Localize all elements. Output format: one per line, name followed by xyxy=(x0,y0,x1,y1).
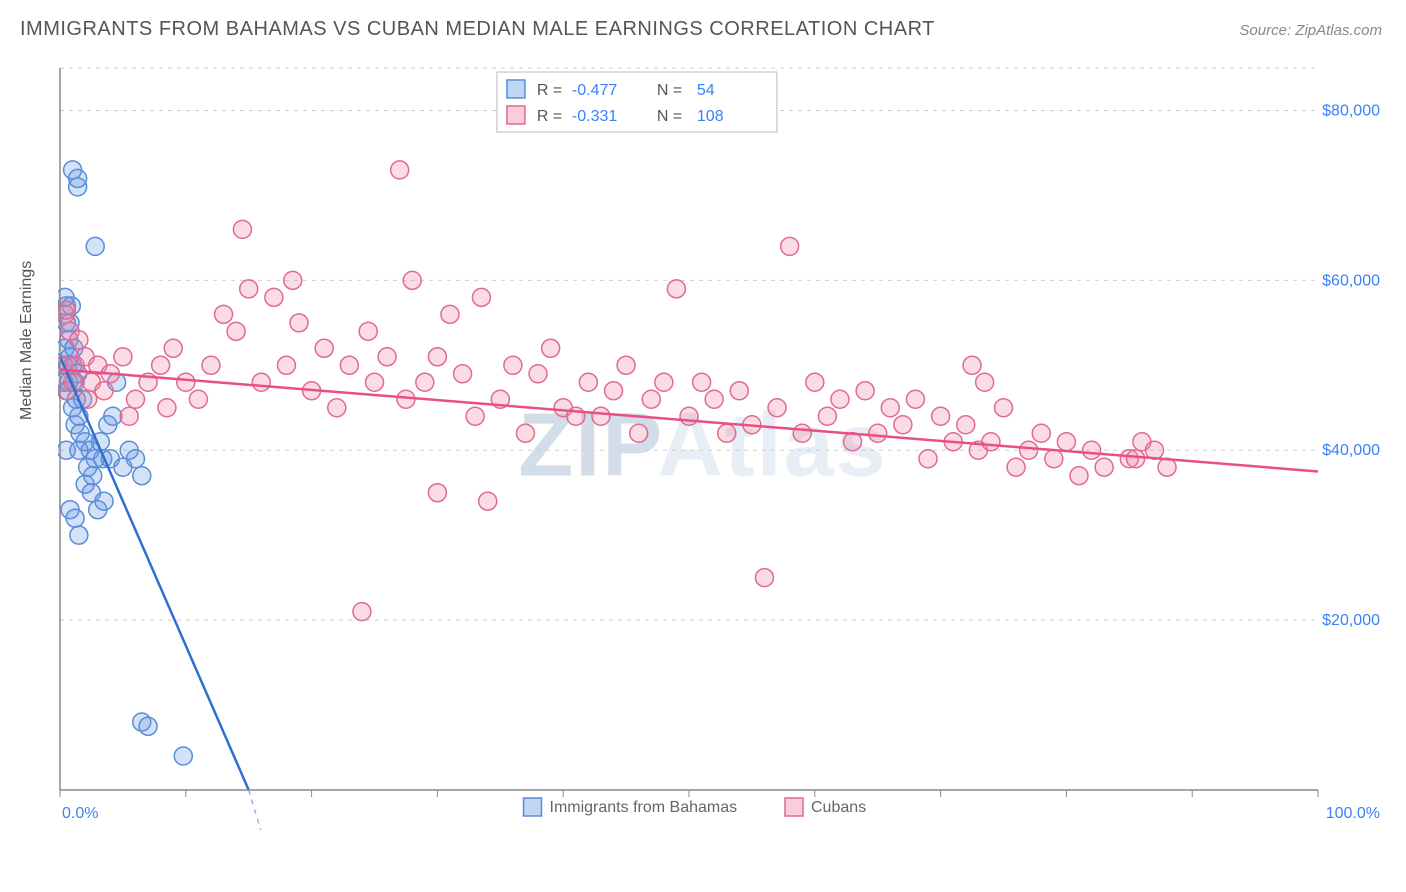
svg-text:108: 108 xyxy=(697,108,724,125)
legend-bottom: Immigrants from Bahamas Cubans xyxy=(524,798,867,816)
svg-text:$20,000: $20,000 xyxy=(1322,612,1380,629)
grid-layer xyxy=(60,68,1318,620)
svg-text:-0.477: -0.477 xyxy=(572,82,617,99)
source-attribution: Source: ZipAtlas.com xyxy=(1239,22,1382,39)
chart-title: IMMIGRANTS FROM BAHAMAS VS CUBAN MEDIAN … xyxy=(20,18,935,41)
svg-text:Cubans: Cubans xyxy=(811,799,866,816)
axis-layer xyxy=(60,68,1318,797)
svg-text:0.0%: 0.0% xyxy=(62,805,98,822)
svg-text:$40,000: $40,000 xyxy=(1322,442,1380,459)
svg-text:$80,000: $80,000 xyxy=(1322,102,1380,119)
trend-layer xyxy=(60,357,1318,830)
svg-text:$60,000: $60,000 xyxy=(1322,272,1380,289)
svg-text:54: 54 xyxy=(697,82,715,99)
legend-top: R = -0.477 N = 54 R = -0.331 N = 108 xyxy=(497,72,777,132)
svg-text:Immigrants from Bahamas: Immigrants from Bahamas xyxy=(550,799,738,816)
source-label: Source: xyxy=(1239,22,1291,39)
svg-text:-0.331: -0.331 xyxy=(572,108,617,125)
svg-text:N =: N = xyxy=(657,82,682,99)
svg-text:100.0%: 100.0% xyxy=(1326,805,1380,822)
ytick-labels: $20,000 $40,000 $60,000 $80,000 xyxy=(1322,102,1380,629)
source-value: ZipAtlas.com xyxy=(1295,22,1382,39)
svg-text:R =: R = xyxy=(537,82,562,99)
y-axis-label: Median Male Earnings xyxy=(18,261,36,420)
svg-text:R =: R = xyxy=(537,108,562,125)
svg-text:N =: N = xyxy=(657,108,682,125)
chart-container: IMMIGRANTS FROM BAHAMAS VS CUBAN MEDIAN … xyxy=(0,0,1406,892)
scatter-layer xyxy=(58,161,1176,765)
scatter-plot: $20,000$40,000$60,000$80,000 0.0%100.0% … xyxy=(58,60,1388,830)
